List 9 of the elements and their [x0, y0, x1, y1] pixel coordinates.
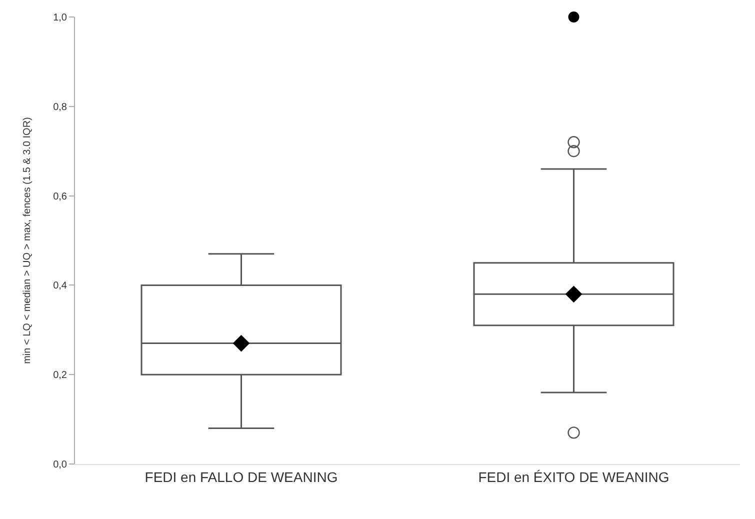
y-tick-label: 0,2 [53, 370, 68, 382]
y-tick-label: 0,4 [53, 280, 68, 292]
y-tick-label: 0,8 [53, 102, 68, 113]
y-tick-label: 0,6 [53, 191, 68, 202]
y-axis-title: min < LQ < median > UQ > max, fences (1.5 & 3.0 IQR) [22, 117, 34, 364]
x-tick-label: FEDI en FALLO DE WEANING [144, 468, 338, 485]
x-tick-label: FEDI en ÉXITO DE WEANING [478, 468, 670, 485]
y-tick-label: 0,0 [53, 460, 68, 470]
y-tick-label: 1,0 [53, 12, 68, 24]
